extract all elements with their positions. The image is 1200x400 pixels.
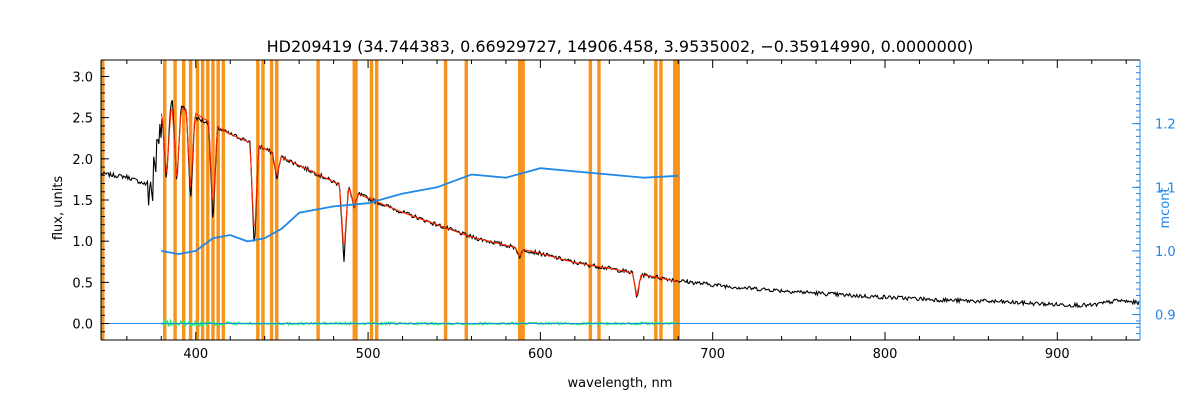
mask-band	[261, 60, 265, 340]
masked-regions	[101, 60, 680, 340]
mask-band	[221, 60, 226, 340]
x-tick-label: 400	[183, 347, 208, 362]
y-tick-label: 0.0	[72, 318, 93, 333]
y2-axis-label: mcont	[1158, 187, 1173, 228]
x-tick-label: 800	[873, 347, 898, 362]
y-tick-label: 3.0	[72, 70, 93, 85]
y-tick-label: 0.5	[72, 276, 93, 291]
y-tick-label: 1.0	[72, 235, 93, 250]
plot-axes: 400 500 600 700 800 900 0.0 0.5 1.0 1.5 2.0 2.5 3.0 0…	[72, 59, 1176, 362]
mask-band	[188, 60, 193, 340]
y2-tick-label: 0.9	[1155, 309, 1176, 324]
mask-band	[206, 60, 210, 340]
x-tick-label: 600	[528, 347, 553, 362]
mask-band	[195, 60, 200, 340]
mask-band	[597, 60, 601, 340]
mask-band	[443, 60, 448, 340]
mask-band	[211, 60, 215, 340]
y2-tick-label: 1.2	[1155, 118, 1176, 133]
series-line	[160, 108, 679, 297]
mask-band	[181, 60, 186, 340]
mask-band	[316, 60, 320, 340]
mask-band	[275, 60, 279, 340]
y-tick-label: 2.5	[72, 112, 93, 127]
mask-band	[673, 60, 680, 340]
y-tick-label: 1.5	[72, 194, 93, 209]
mask-band	[517, 60, 525, 340]
chart-title: HD209419 (34.744383, 0.66929727, 14906.4…	[267, 37, 974, 56]
mask-band	[216, 60, 220, 340]
y-axis-label: flux, units	[51, 176, 66, 241]
mask-band	[200, 60, 205, 340]
mask-band	[464, 60, 469, 340]
x-tick-label: 900	[1045, 347, 1070, 362]
y-tick-label: 2.0	[72, 153, 93, 168]
mask-band	[588, 60, 593, 340]
mask-band	[352, 60, 358, 340]
data-series	[100, 100, 1140, 328]
mask-band	[269, 60, 274, 340]
x-tick-label: 500	[356, 347, 381, 362]
mask-band	[256, 60, 260, 340]
mask-band	[659, 60, 663, 340]
mask-band	[654, 60, 658, 340]
x-tick-label: 700	[700, 347, 725, 362]
x-axis-label: wavelength, nm	[568, 376, 673, 391]
y2-tick-label: 1.0	[1155, 245, 1176, 260]
series-line	[161, 167, 679, 256]
mask-band	[163, 60, 167, 340]
mask-band	[173, 60, 177, 340]
y2-tick-label: 1.1	[1155, 181, 1176, 196]
